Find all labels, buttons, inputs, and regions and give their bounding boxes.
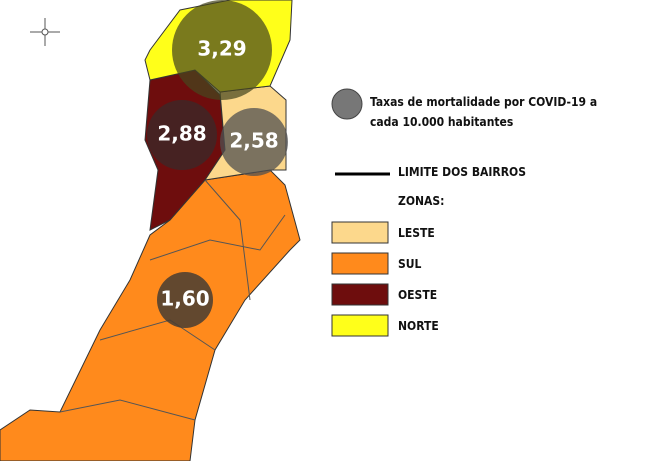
rate-circle [220,108,288,176]
legend-text: Taxas de mortalidade por COVID-19 a [370,95,597,109]
rate-circle [147,100,217,170]
legend-title: ZONAS: [398,194,445,208]
rate-label: 2,88 [157,122,206,146]
legend-text: NORTE [398,319,439,333]
zone-sul [0,169,301,461]
legend-text: LIMITE DOS BAIRROS [398,165,526,179]
rate-label: 1,60 [160,287,209,311]
legend-text: SUL [398,257,422,271]
legend-text: LESTE [398,226,435,240]
rate-circles: 3,29 2,88 2,58 1,60 [147,0,288,328]
legend-text: cada 10.000 habitantes [370,115,513,129]
rate-circle [172,0,272,100]
legend-swatch [331,221,389,244]
legend-text: OESTE [398,288,437,302]
compass [30,18,60,46]
legend-circle [331,88,363,120]
rate-circle [157,272,213,328]
legend: Taxas de mortalidade por COVID-19 a cada… [331,88,597,337]
legend-swatch [331,314,389,337]
rate-label: 3,29 [197,37,246,61]
legend-swatch [331,252,389,275]
rate-label: 2,58 [229,129,278,153]
legend-swatch [331,283,389,306]
